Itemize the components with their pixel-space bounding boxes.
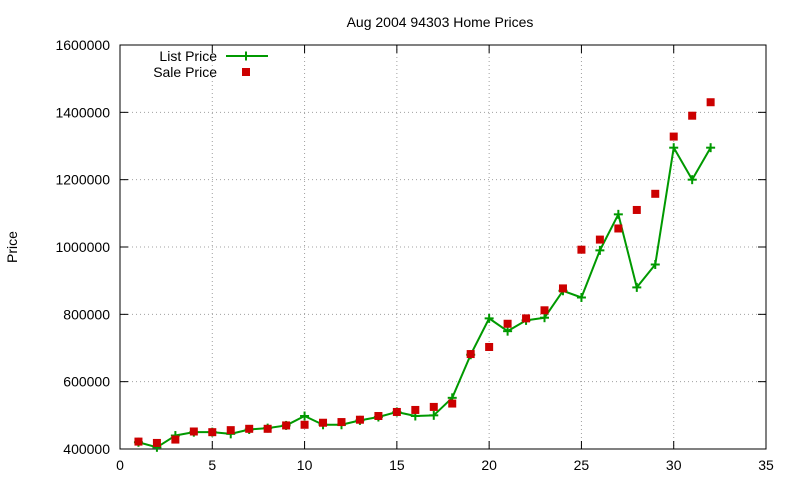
legend-marker-1 bbox=[242, 68, 250, 76]
y-tick-label-5: 1400000 bbox=[55, 104, 110, 120]
legend-label-0: List Price bbox=[159, 48, 217, 64]
series-1-point-0 bbox=[134, 437, 143, 446]
series-1-point-21 bbox=[522, 314, 531, 323]
tick-labels: 0 5 10 15 20 25 30 35 400000 600000 800000 1000000 1… bbox=[55, 37, 774, 473]
legend-marker-0 bbox=[241, 51, 251, 61]
series-0-point-24 bbox=[576, 293, 586, 302]
series-1-point-28 bbox=[651, 189, 660, 198]
series-1-point-30 bbox=[688, 111, 697, 120]
series-1-point-16 bbox=[429, 402, 438, 411]
series-1-point-12 bbox=[355, 415, 364, 424]
series-0-point-16 bbox=[429, 410, 439, 420]
series-0-point-9 bbox=[300, 411, 310, 421]
series-1-point-1 bbox=[152, 438, 161, 447]
y-axis-label: Price bbox=[4, 231, 20, 263]
series-0-point-31 bbox=[706, 143, 716, 153]
x-tick-label-2: 10 bbox=[297, 457, 313, 473]
series-1-point-5 bbox=[226, 426, 235, 435]
y-tick-label-3: 1000000 bbox=[55, 239, 110, 255]
series-0-point-19 bbox=[484, 313, 494, 323]
axis-ticks bbox=[119, 44, 767, 450]
x-tick-label-4: 20 bbox=[481, 457, 497, 473]
series-1-point-2 bbox=[171, 435, 180, 444]
series-1-point-20 bbox=[503, 319, 512, 328]
y-tick-label-6: 1600000 bbox=[55, 37, 110, 53]
y-tick-label-1: 600000 bbox=[63, 374, 110, 390]
series-1-point-25 bbox=[595, 235, 604, 244]
legend-label-1: Sale Price bbox=[153, 64, 217, 80]
series-1-point-29 bbox=[669, 132, 678, 141]
series-1-point-24 bbox=[577, 245, 586, 254]
series-1-point-7 bbox=[263, 424, 272, 433]
x-tick-label-5: 25 bbox=[574, 457, 590, 473]
series-0-point-22 bbox=[540, 313, 550, 323]
series-0-point-20 bbox=[503, 326, 513, 336]
x-tick-label-1: 5 bbox=[208, 457, 216, 473]
series-0-point-28 bbox=[650, 260, 660, 270]
series-0-point-26 bbox=[613, 209, 623, 219]
series-1-point-19 bbox=[485, 342, 494, 351]
series-1 bbox=[134, 98, 715, 447]
series-1-point-4 bbox=[208, 428, 217, 437]
series-1-point-14 bbox=[392, 407, 401, 416]
series-1-point-11 bbox=[337, 418, 346, 427]
x-tick-label-6: 30 bbox=[666, 457, 682, 473]
series-1-point-31 bbox=[706, 98, 715, 107]
series-0-point-30 bbox=[687, 175, 697, 185]
y-tick-label-4: 1200000 bbox=[55, 172, 110, 188]
series-0-point-29 bbox=[669, 143, 679, 153]
series-0-point-27 bbox=[632, 282, 642, 292]
series-1-point-6 bbox=[245, 424, 254, 433]
y-tick-label-0: 400000 bbox=[63, 441, 110, 457]
series-1-point-26 bbox=[614, 224, 623, 233]
series-1-point-10 bbox=[319, 418, 328, 427]
x-tick-label-0: 0 bbox=[116, 457, 124, 473]
x-tick-label-3: 15 bbox=[389, 457, 405, 473]
series-1-point-23 bbox=[558, 284, 567, 293]
series-1-point-13 bbox=[374, 412, 383, 421]
series-1-point-17 bbox=[448, 399, 457, 408]
y-tick-label-2: 800000 bbox=[63, 306, 110, 322]
series-1-point-27 bbox=[632, 205, 641, 214]
x-tick-label-7: 35 bbox=[758, 457, 774, 473]
series-group bbox=[133, 98, 716, 452]
series-0-point-25 bbox=[595, 245, 605, 255]
series-1-point-18 bbox=[466, 350, 475, 359]
grid bbox=[120, 45, 766, 449]
series-1-point-22 bbox=[540, 306, 549, 315]
series-1-point-9 bbox=[300, 420, 309, 429]
series-1-point-15 bbox=[411, 405, 420, 414]
series-1-point-3 bbox=[189, 427, 198, 436]
chart-title: Aug 2004 94303 Home Prices bbox=[347, 14, 534, 30]
series-1-point-8 bbox=[282, 421, 291, 430]
